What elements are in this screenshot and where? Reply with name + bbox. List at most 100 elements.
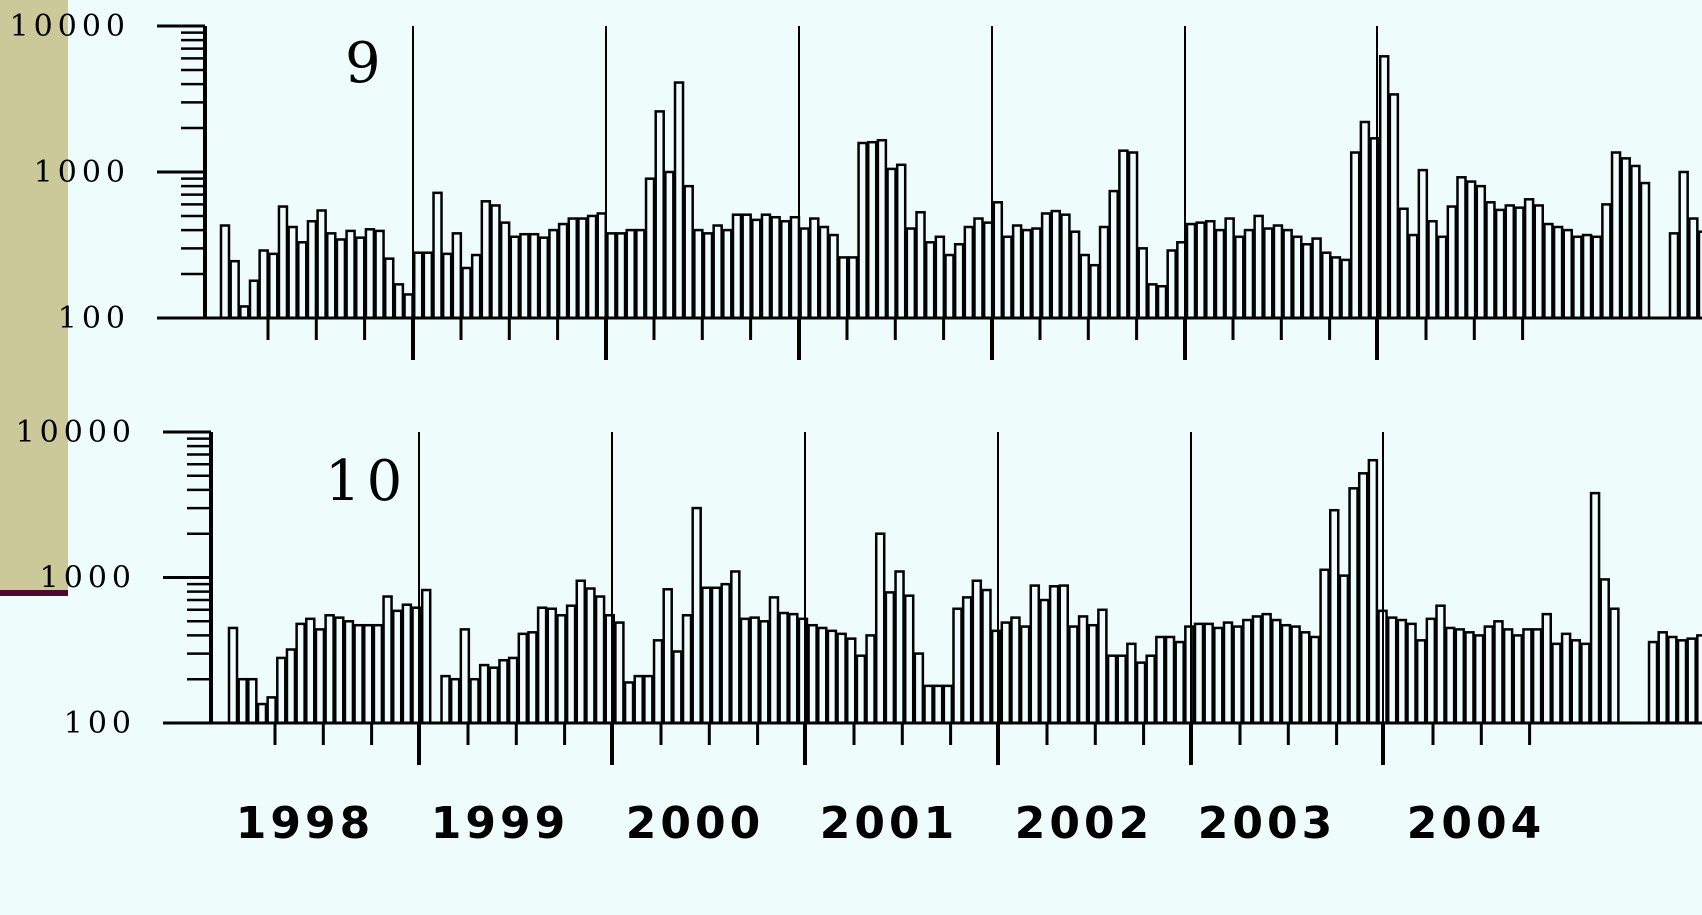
data-bar: [1263, 227, 1274, 320]
data-bar: [519, 232, 530, 320]
data-bar: [1465, 180, 1477, 320]
data-bar: [509, 235, 521, 320]
data-bar: [440, 674, 451, 725]
data-bar: [1388, 93, 1400, 320]
data-bar: [557, 222, 569, 320]
data-bar: [683, 184, 694, 320]
data-bar: [422, 251, 434, 320]
data-bar: [1541, 612, 1553, 725]
data-bar: [720, 582, 731, 725]
data-bar: [1512, 634, 1524, 725]
data-bar: [652, 639, 664, 725]
data-bar: [961, 596, 973, 725]
data-bar: [1485, 201, 1496, 320]
data-bar: [1290, 625, 1301, 725]
data-bar: [1029, 584, 1041, 725]
y-tick-label: 10000: [16, 415, 136, 450]
data-bar: [778, 611, 789, 725]
data-bar: [546, 607, 558, 725]
data-bar: [1021, 228, 1033, 320]
data-bar: [789, 215, 801, 320]
data-bar: [1253, 214, 1264, 320]
data-bar: [1456, 176, 1467, 320]
data-bar: [1377, 609, 1388, 725]
data-bar: [625, 228, 636, 320]
data-bar: [1118, 149, 1129, 320]
data-bar: [818, 225, 830, 320]
data-bar: [567, 217, 579, 320]
data-bar: [664, 170, 675, 320]
data-bar: [1396, 618, 1408, 725]
data-bar: [393, 283, 405, 320]
data-bar: [364, 228, 376, 320]
data-bar: [1232, 625, 1243, 725]
data-bar: [536, 606, 548, 725]
data-bar: [1417, 168, 1429, 320]
data-bar: [837, 256, 849, 320]
data-bar: [809, 217, 820, 320]
data-bar: [770, 215, 781, 320]
data-bar: [788, 612, 799, 725]
data-bar: [432, 191, 443, 320]
data-bar: [1531, 628, 1543, 725]
data-bar: [1369, 137, 1380, 320]
data-bar: [780, 219, 791, 320]
data-bar: [451, 232, 463, 320]
data-bar: [874, 532, 886, 725]
data-bar: [643, 674, 654, 725]
data-bar: [971, 579, 983, 725]
data-bar: [826, 629, 838, 725]
data-bar: [1116, 654, 1127, 725]
data-bar: [335, 238, 347, 320]
data-bar: [693, 228, 704, 320]
data-bar: [1667, 635, 1678, 725]
data-bar: [1357, 472, 1369, 725]
data-bar: [256, 702, 268, 725]
data-bar: [615, 232, 627, 320]
y-tick-label: 10000: [10, 9, 130, 44]
data-bar: [490, 204, 501, 320]
data-bar: [1630, 164, 1641, 320]
data-bar: [1040, 212, 1052, 320]
side-decoration-band: [0, 0, 68, 590]
data-bar: [1696, 634, 1702, 725]
panel-label: 10: [325, 449, 408, 514]
data-bar: [548, 228, 559, 320]
data-bar: [644, 177, 656, 320]
data-bar: [1444, 626, 1456, 725]
data-bar: [1213, 626, 1224, 725]
data-bar: [1282, 228, 1293, 320]
data-bar: [710, 586, 722, 725]
y-tick-label: 1000: [40, 561, 136, 596]
data-bar: [932, 684, 944, 725]
data-bar: [362, 623, 374, 725]
data-bar: [1097, 608, 1108, 725]
data-bar: [517, 632, 529, 725]
data-bar: [1552, 225, 1564, 320]
data-bar: [1523, 198, 1535, 320]
data-bar: [577, 217, 588, 320]
data-bar: [1127, 151, 1139, 320]
data-bar: [1475, 184, 1487, 320]
data-bar: [1436, 235, 1448, 320]
data-bar: [488, 666, 500, 725]
y-tick-label: 1000: [34, 155, 130, 190]
data-bar: [1126, 642, 1137, 725]
data-bar: [470, 253, 482, 320]
data-bar: [1205, 219, 1216, 320]
data-bar: [276, 656, 287, 725]
data-bar: [1108, 189, 1119, 320]
data-bar: [268, 252, 279, 320]
data-bar: [1050, 209, 1062, 320]
data-bar: [857, 141, 868, 320]
data-bar: [845, 637, 857, 725]
data-bar: [1533, 204, 1545, 320]
x-year-label: 1998: [236, 798, 374, 849]
data-bar: [478, 663, 490, 725]
data-bar: [633, 674, 644, 725]
data-bar: [277, 205, 289, 320]
data-bar: [1039, 598, 1050, 725]
data-bar: [1688, 217, 1699, 320]
data-bar: [886, 167, 897, 320]
data-bar: [952, 607, 963, 725]
